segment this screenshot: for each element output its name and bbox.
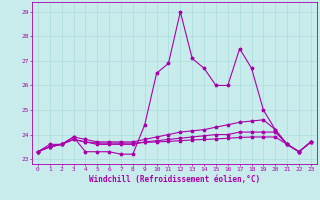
X-axis label: Windchill (Refroidissement éolien,°C): Windchill (Refroidissement éolien,°C): [89, 175, 260, 184]
